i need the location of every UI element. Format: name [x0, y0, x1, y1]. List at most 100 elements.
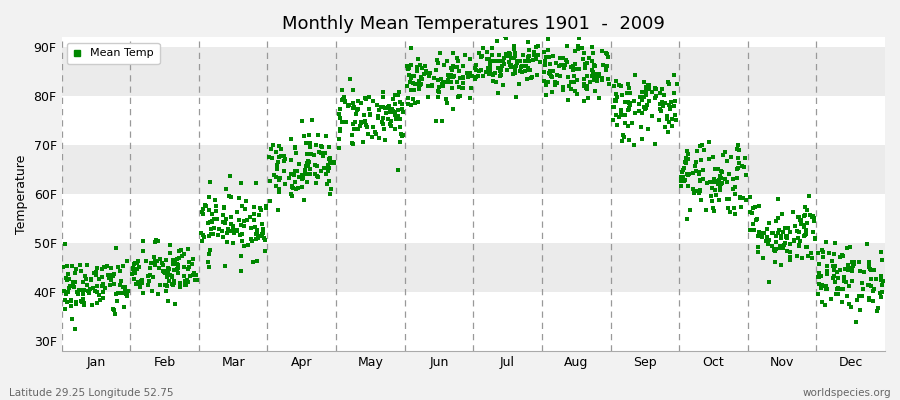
Point: [709, 191, 724, 198]
Point: [610, 122, 625, 128]
Point: [365, 124, 380, 130]
Point: [508, 66, 522, 72]
Point: [812, 261, 826, 267]
Point: [60, 299, 75, 306]
Point: [693, 176, 707, 183]
Point: [609, 98, 624, 105]
Point: [63, 283, 77, 289]
Point: [214, 228, 229, 234]
Point: [264, 146, 278, 152]
Point: [341, 103, 356, 109]
Point: [183, 273, 197, 279]
Point: [225, 223, 239, 230]
Point: [866, 288, 880, 295]
Point: [302, 140, 317, 147]
Point: [654, 99, 669, 105]
Point: [491, 90, 505, 96]
Point: [246, 259, 260, 265]
Point: [782, 254, 796, 260]
Point: [342, 102, 356, 108]
Point: [410, 68, 424, 75]
Point: [622, 104, 636, 111]
Point: [395, 106, 410, 112]
Point: [776, 229, 790, 236]
Point: [120, 293, 134, 300]
Point: [103, 274, 117, 280]
Point: [623, 101, 637, 108]
Point: [495, 32, 509, 39]
Point: [767, 246, 781, 253]
Point: [422, 72, 436, 79]
Point: [235, 231, 249, 237]
Point: [114, 278, 129, 284]
Point: [797, 203, 812, 210]
Point: [177, 251, 192, 257]
Point: [186, 256, 201, 262]
Point: [840, 293, 854, 300]
Point: [366, 98, 381, 104]
Point: [699, 180, 714, 186]
Point: [871, 305, 886, 311]
Point: [783, 257, 797, 263]
Point: [209, 208, 223, 214]
Point: [237, 222, 251, 229]
Point: [272, 143, 286, 149]
Point: [488, 58, 502, 64]
Point: [188, 277, 202, 283]
Point: [585, 58, 599, 64]
Point: [585, 73, 599, 79]
Point: [406, 96, 420, 102]
Point: [861, 262, 876, 268]
Point: [288, 178, 302, 185]
Point: [771, 215, 786, 222]
Point: [384, 122, 399, 129]
Point: [292, 161, 306, 168]
Point: [253, 233, 267, 240]
Point: [151, 291, 166, 297]
Point: [153, 255, 167, 262]
Point: [313, 168, 328, 174]
Point: [85, 302, 99, 309]
Point: [76, 296, 91, 302]
Point: [423, 69, 437, 76]
Point: [771, 196, 786, 203]
Point: [194, 238, 209, 244]
Point: [483, 58, 498, 64]
Point: [202, 264, 216, 270]
Point: [828, 240, 842, 246]
Point: [731, 155, 745, 161]
Point: [388, 92, 402, 98]
Point: [490, 38, 504, 44]
Point: [241, 242, 256, 248]
Point: [316, 153, 330, 160]
Point: [580, 60, 594, 67]
Point: [792, 216, 806, 223]
Point: [796, 232, 811, 239]
Point: [705, 185, 719, 191]
Point: [760, 234, 775, 240]
Point: [217, 204, 231, 211]
Point: [395, 132, 410, 139]
Point: [456, 75, 471, 82]
Point: [301, 158, 315, 165]
Point: [314, 150, 328, 156]
Point: [566, 79, 580, 85]
Point: [814, 247, 829, 253]
Point: [546, 53, 561, 60]
Point: [780, 247, 795, 254]
Point: [867, 267, 881, 274]
Point: [311, 174, 326, 180]
Point: [436, 79, 451, 86]
Point: [658, 124, 672, 130]
Point: [707, 179, 722, 185]
Point: [367, 129, 382, 136]
Point: [322, 156, 337, 162]
Point: [714, 174, 728, 181]
Point: [230, 227, 244, 234]
Point: [825, 274, 840, 281]
Point: [482, 62, 497, 68]
Point: [554, 55, 568, 61]
Point: [526, 49, 541, 56]
Point: [408, 81, 422, 87]
Point: [450, 55, 464, 62]
